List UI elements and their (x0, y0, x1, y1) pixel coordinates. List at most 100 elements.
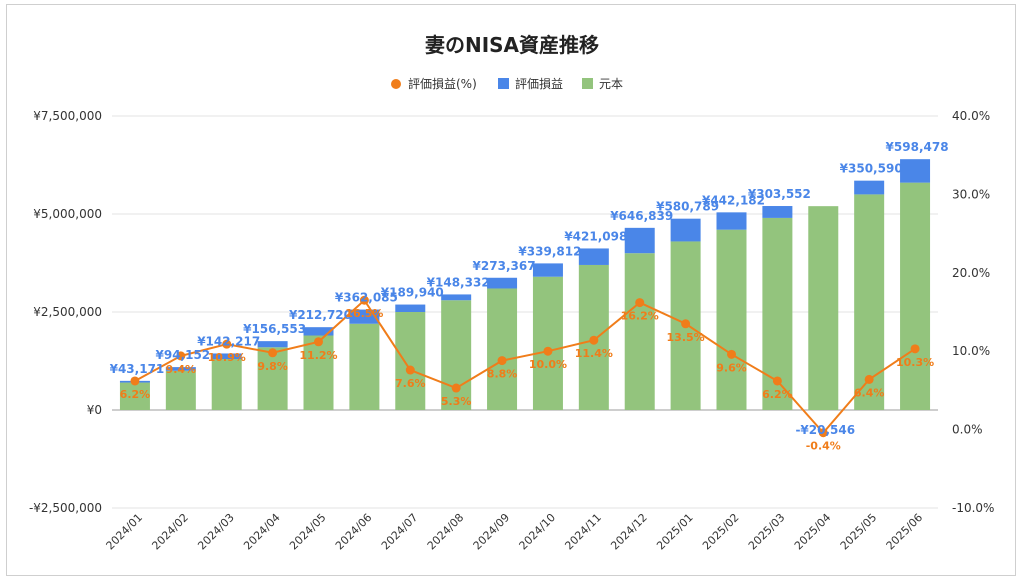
bar-gain (854, 180, 885, 195)
bar-gain (624, 227, 655, 254)
bar-principal (716, 229, 747, 410)
pct-point (910, 344, 920, 354)
legend-marker-gain (498, 78, 509, 89)
pct-value-label: 6.2% (762, 388, 793, 401)
bar-value-label: ¥189,940 (381, 286, 444, 300)
right-tick-label: 40.0% (952, 109, 990, 123)
pct-labels: 6.2% 9.4% 10.9% 9.8% 11.2% 16.5% 7.6% 5.3% 8.8% 1… (120, 307, 934, 452)
bar-principal (808, 206, 839, 410)
right-tick-label: 30.0% (952, 187, 990, 201)
pct-value-label: 6.2% (120, 388, 151, 401)
x-tick-label: 2025/03 (746, 511, 788, 553)
bar-principal (257, 347, 288, 410)
x-tick-label: 2025/04 (792, 511, 834, 553)
x-tick-label: 2025/05 (838, 511, 880, 553)
legend-marker-pct (391, 79, 401, 89)
bar-value-label: ¥212,720 (289, 308, 352, 322)
pct-point (727, 349, 736, 359)
bar-value-label: ¥339,812 (518, 244, 581, 258)
x-tick-label: 2024/05 (287, 511, 329, 553)
pct-value-label: 11.2% (299, 349, 337, 362)
x-tick-label: 2024/04 (241, 511, 283, 553)
bar-value-label: ¥156,553 (243, 322, 306, 336)
left-tick-label: ¥5,000,000 (33, 207, 102, 221)
pct-value-label: 8.8% (487, 368, 518, 381)
right-tick-label: -10.0% (952, 501, 994, 515)
pct-value-label: -0.4% (806, 440, 841, 453)
bar-value-label: ¥580,789 (656, 200, 719, 214)
legend-label-pct: 評価損益(%) (408, 76, 477, 91)
x-tick-label: 2024/01 (104, 511, 146, 553)
bar-principal (854, 194, 885, 410)
pct-point (451, 383, 461, 393)
right-tick-label: 0.0% (952, 423, 983, 437)
bar-gain (578, 248, 609, 265)
x-tick-label: 2024/02 (149, 511, 191, 553)
bar-principal (900, 182, 931, 410)
x-tick-label: 2024/12 (608, 511, 650, 553)
bar-value-label: ¥142,217 (197, 334, 260, 348)
pct-point (772, 376, 782, 386)
pct-point (130, 376, 140, 386)
bar-principal (165, 370, 196, 410)
x-tick-label: 2024/07 (379, 511, 421, 553)
bar-principal (624, 253, 655, 410)
bar-value-label: ¥43,171 (110, 362, 165, 376)
left-axis-ticks: -¥2,500,000 ¥0 ¥2,500,000 ¥5,000,000 ¥7,500,… (29, 109, 102, 515)
pct-value-label: 9.4% (166, 363, 197, 376)
bar-value-label: ¥442,182 (702, 193, 765, 207)
bar-gain (762, 206, 793, 218)
bar-value-label: ¥273,367 (473, 259, 536, 273)
pct-value-label: 11.4% (575, 347, 613, 360)
x-tick-label: 2025/01 (654, 511, 696, 553)
pct-value-label: 10.9% (208, 351, 246, 364)
pct-value-label: 9.8% (257, 360, 288, 373)
bar-principal (487, 288, 518, 410)
bar-value-label: ¥421,098 (564, 229, 627, 243)
pct-value-label: 16.2% (621, 310, 659, 323)
right-axis-ticks: -10.0% 0.0% 10.0% 20.0% 30.0% 40.0% (952, 109, 994, 515)
pct-value-label: 10.0% (529, 358, 567, 371)
bar-value-label: ¥148,332 (427, 275, 490, 289)
pct-point (222, 339, 232, 349)
legend-label-gain: 評価損益 (515, 76, 563, 91)
pct-point (818, 428, 828, 438)
bar-gain (716, 212, 747, 230)
bar-gain (257, 341, 288, 348)
x-tick-label: 2024/11 (562, 511, 604, 553)
legend-marker-principal (582, 78, 593, 89)
pct-point (497, 356, 507, 366)
pct-point (314, 337, 323, 347)
pct-point (589, 335, 599, 345)
bar-gain (395, 304, 426, 312)
pct-point (176, 351, 186, 361)
left-tick-label: -¥2,500,000 (29, 501, 102, 515)
left-tick-label: ¥0 (87, 403, 102, 417)
bar-value-label: ¥303,552 (748, 187, 811, 201)
bar-gain (211, 353, 242, 360)
gridlines (112, 115, 938, 509)
x-tick-label: 2025/02 (700, 511, 742, 553)
pct-point (681, 319, 691, 329)
bar-value-label: ¥94,152 (156, 348, 211, 362)
bar-principal (119, 382, 150, 410)
bar-labels: ¥43,171¥94,152¥142,217¥156,553¥212,720 ¥3… (110, 140, 949, 437)
bar-gain (303, 327, 334, 336)
bar-value-label: ¥646,839 (610, 209, 673, 223)
pct-line-path (134, 298, 916, 435)
pct-value-label: 16.5% (345, 307, 383, 320)
x-tick-label: 2024/09 (471, 511, 513, 553)
pct-value-label: 9.6% (716, 361, 747, 374)
bar-principal (349, 323, 380, 410)
pct-point (405, 365, 415, 375)
x-tick-label: 2024/06 (333, 511, 375, 553)
bar-value-label: ¥362,085 (335, 291, 398, 305)
pct-point (543, 346, 553, 356)
pct-line (130, 295, 920, 438)
pct-value-label: 6.4% (854, 386, 885, 399)
bar-principal (441, 300, 472, 410)
bar-gain (487, 277, 518, 289)
left-tick-label: ¥7,500,000 (33, 109, 102, 123)
x-axis-ticks: 2024/01 2024/02 2024/03 2024/04 2024/05 2024/… (104, 511, 926, 553)
legend: 評価損益(%) 評価損益 元本 (391, 76, 623, 91)
